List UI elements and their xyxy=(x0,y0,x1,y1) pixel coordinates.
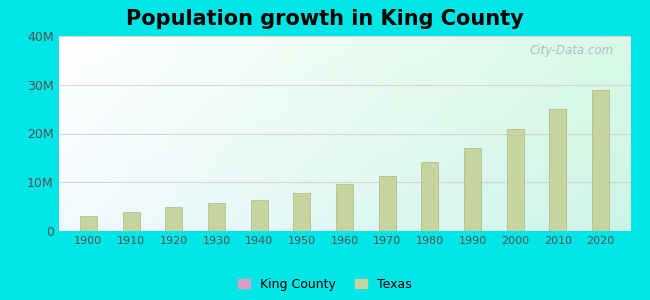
Text: Population growth in King County: Population growth in King County xyxy=(126,9,524,29)
Bar xyxy=(379,176,396,231)
Bar xyxy=(251,200,268,231)
Bar xyxy=(208,202,225,231)
Bar xyxy=(549,109,566,231)
Bar xyxy=(165,207,182,231)
Bar xyxy=(464,148,481,231)
Bar xyxy=(293,194,310,231)
Text: City-Data.com: City-Data.com xyxy=(529,44,614,57)
Bar xyxy=(80,216,97,231)
Legend: King County, Texas: King County, Texas xyxy=(238,278,412,291)
Bar xyxy=(421,162,438,231)
Bar xyxy=(336,184,353,231)
Bar xyxy=(592,90,609,231)
Bar xyxy=(507,129,524,231)
Bar xyxy=(123,212,140,231)
